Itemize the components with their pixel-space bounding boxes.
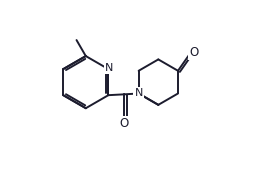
Text: O: O xyxy=(189,46,199,59)
Text: O: O xyxy=(120,117,129,130)
Text: N: N xyxy=(134,88,143,98)
Text: N: N xyxy=(105,63,113,73)
